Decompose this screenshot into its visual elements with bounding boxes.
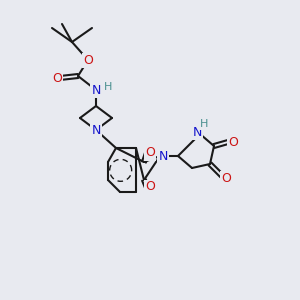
Text: N: N: [91, 83, 101, 97]
Text: O: O: [145, 181, 155, 194]
Text: O: O: [228, 136, 238, 148]
Text: H: H: [200, 119, 208, 129]
Text: O: O: [221, 172, 231, 184]
Text: N: N: [192, 125, 202, 139]
Text: N: N: [91, 124, 101, 136]
Text: N: N: [158, 149, 168, 163]
Text: O: O: [145, 146, 155, 160]
Text: H: H: [104, 82, 112, 92]
Text: O: O: [83, 53, 93, 67]
Text: O: O: [52, 71, 62, 85]
